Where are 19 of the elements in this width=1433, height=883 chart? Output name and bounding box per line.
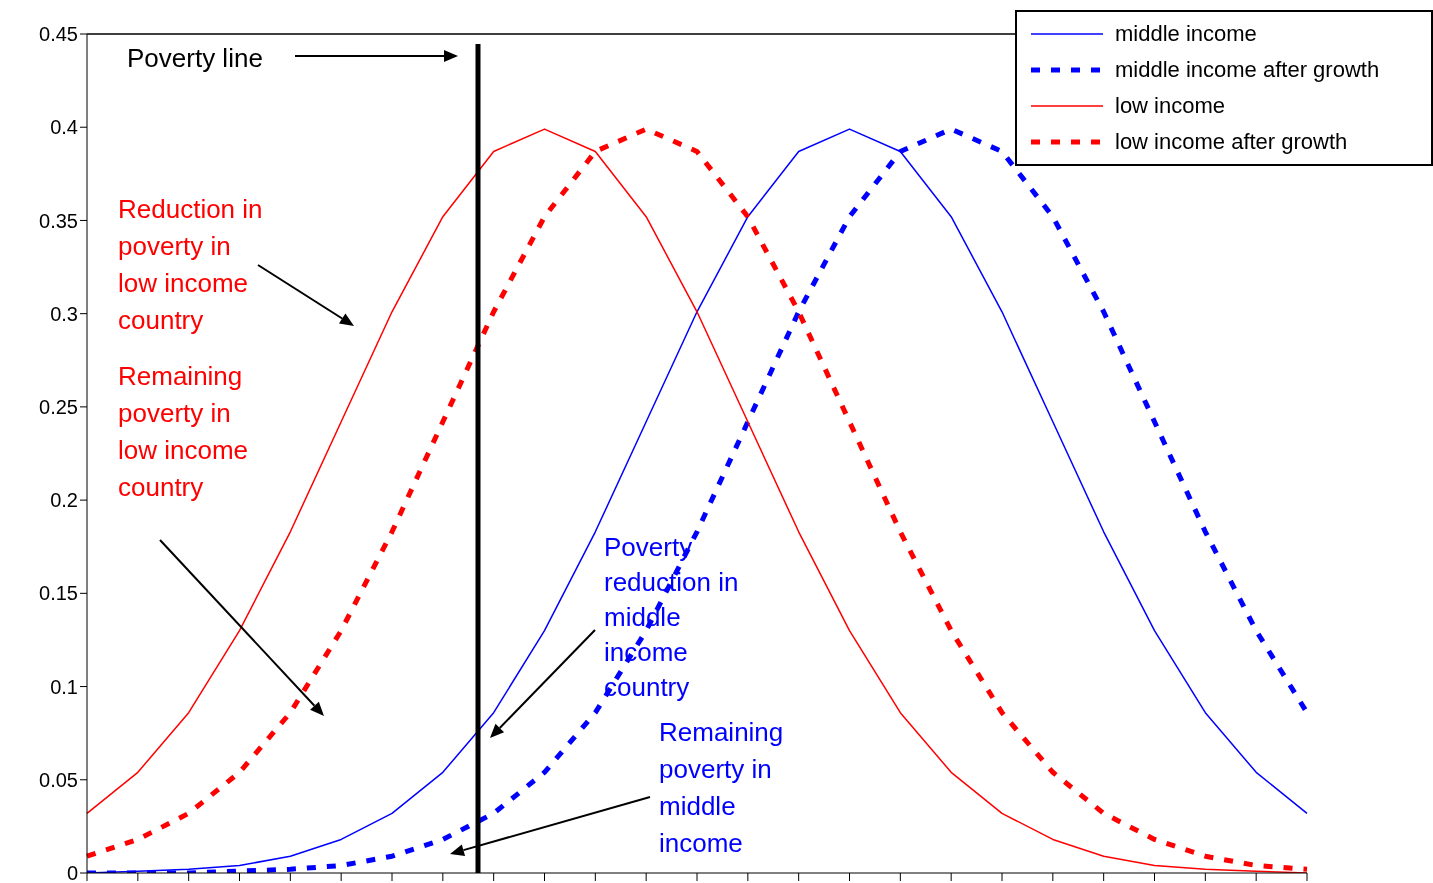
annotation: Remaining poverty in low income country	[118, 360, 250, 504]
legend-label: middle income after growth	[1115, 57, 1380, 83]
y-tick-label: 0.45	[39, 23, 78, 46]
y-tick-label: 0.25	[39, 395, 78, 418]
y-tick-label: 0	[66, 862, 78, 883]
y-tick-label: 0.2	[50, 489, 78, 512]
y-tick-label: 0.4	[50, 116, 78, 139]
annotation: Poverty reduction in middle income country	[604, 531, 740, 704]
y-tick-label: 0.35	[39, 209, 78, 232]
legend-label: low income after growth	[1115, 129, 1348, 155]
y-tick-label: 0.3	[50, 302, 78, 325]
annotation: Poverty line	[127, 42, 264, 75]
y-tick-label: 0.1	[50, 675, 78, 698]
legend-label: low income	[1115, 93, 1226, 119]
annotation: Remaining poverty in middle income	[659, 716, 785, 860]
legend-label: middle income	[1115, 21, 1257, 47]
y-tick-label: 0.05	[39, 768, 78, 791]
annotation: Reduction in poverty in low income country	[118, 193, 264, 337]
y-tick-label: 0.15	[39, 582, 78, 605]
